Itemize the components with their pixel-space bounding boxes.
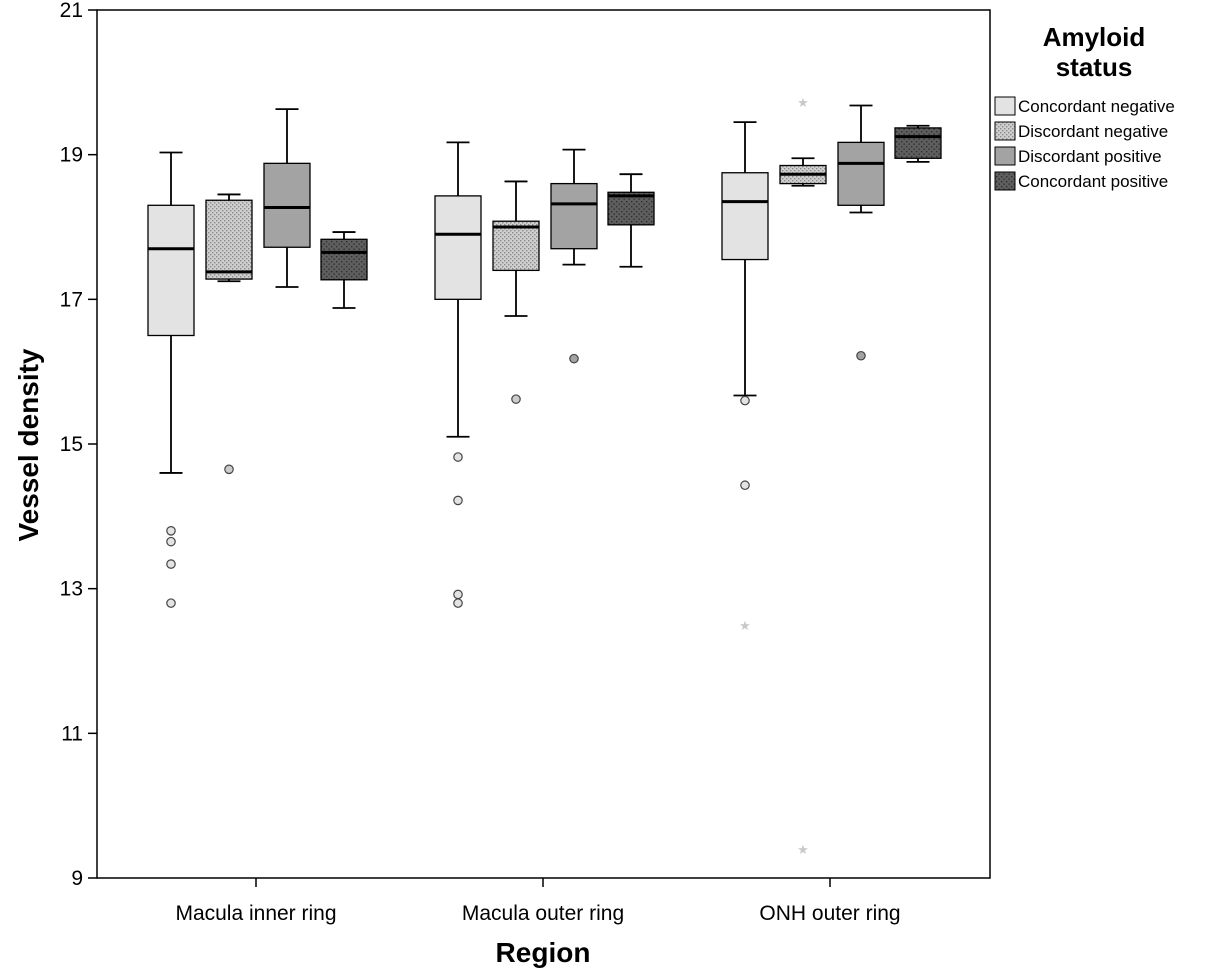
box-concordant-positive-onh-outer-ring (894, 124, 942, 163)
legend: Amyloid status Concordant negative Discor… (994, 22, 1175, 191)
y-tick-label: 13 (60, 578, 83, 601)
y-axis-title: Vessel density (13, 348, 44, 541)
series-concordant-positive (320, 124, 942, 309)
y-tick-label: 19 (60, 144, 83, 167)
extreme-point: ★ (739, 618, 751, 633)
iqr-box (894, 127, 942, 159)
box-concordant-positive-macula-inner-ring (320, 231, 368, 309)
outlier-point (166, 536, 176, 547)
x-axis: Macula inner ring Macula outer ring ONH ou… (175, 878, 901, 925)
series-discordant-positive (263, 104, 885, 364)
legend-label: Discordant negative (1018, 122, 1168, 141)
outlier-point (511, 394, 521, 404)
iqr-box (320, 238, 368, 281)
x-tick-label-macula-outer-ring: Macula outer ring (462, 902, 624, 925)
outlier-point (453, 452, 463, 462)
iqr-box (434, 195, 482, 300)
legend-title-line-1: Amyloid (1043, 22, 1146, 52)
x-tick-label-macula-inner-ring: Macula inner ring (175, 902, 336, 925)
legend-title-line-2: status (1056, 52, 1133, 82)
legend-swatch (994, 171, 1016, 191)
series-discordant-negative: ★★ (205, 95, 827, 857)
legend-label: Discordant positive (1018, 147, 1162, 166)
box-concordant-negative-onh-outer-ring: ★ (721, 121, 769, 633)
legend-item-discordant-negative: Discordant negative (994, 121, 1168, 141)
box-discordant-negative-onh-outer-ring: ★★ (779, 95, 827, 857)
outlier-point (453, 598, 463, 608)
outlier-point (166, 559, 176, 569)
y-tick-label: 15 (60, 433, 83, 456)
box-concordant-positive-macula-outer-ring (607, 173, 655, 268)
iqr-box (550, 182, 598, 250)
legend-label: Concordant positive (1018, 172, 1168, 191)
iqr-box (147, 204, 195, 337)
outlier-point (166, 525, 176, 536)
outlier-point (856, 350, 866, 361)
y-tick-label: 9 (71, 867, 83, 890)
iqr-box (721, 172, 769, 261)
y-axis: 9 11 13 15 17 19 21 (60, 0, 97, 890)
extreme-point: ★ (797, 95, 809, 110)
box-discordant-positive-onh-outer-ring (837, 104, 885, 361)
plot-frame (96, 9, 991, 879)
box-series: ★★★ (147, 95, 942, 857)
box-discordant-positive-macula-outer-ring (550, 148, 598, 364)
y-tick-label: 11 (61, 722, 83, 745)
iqr-box (263, 162, 311, 248)
outlier-point (569, 353, 579, 364)
extreme-point: ★ (797, 842, 809, 857)
outlier-point (740, 395, 750, 406)
box-discordant-negative-macula-inner-ring (205, 193, 253, 475)
x-axis-title: Region (496, 937, 591, 968)
iqr-box (205, 199, 253, 280)
box-concordant-negative-macula-inner-ring (147, 151, 195, 608)
outlier-point (224, 464, 234, 475)
legend-swatch (994, 146, 1016, 166)
outlier-point (453, 589, 463, 600)
y-tick-label: 17 (60, 288, 83, 311)
outlier-point (453, 495, 463, 506)
legend-swatch (994, 96, 1016, 116)
legend-label: Concordant negative (1018, 97, 1175, 116)
outlier-point (740, 480, 750, 491)
outlier-point (166, 598, 176, 608)
y-tick-label: 21 (60, 0, 83, 22)
x-tick-label-onh-outer-ring: ONH outer ring (759, 902, 900, 925)
box-concordant-negative-macula-outer-ring (434, 141, 482, 608)
legend-item-concordant-negative: Concordant negative (994, 96, 1175, 116)
iqr-box (837, 141, 885, 206)
iqr-box (492, 220, 540, 272)
series-concordant-negative: ★ (147, 121, 769, 633)
box-discordant-negative-macula-outer-ring (492, 180, 540, 404)
iqr-box (607, 191, 655, 226)
legend-item-concordant-positive: Concordant positive (994, 171, 1168, 191)
legend-swatch (994, 121, 1016, 141)
legend-item-discordant-positive: Discordant positive (994, 146, 1162, 166)
box-discordant-positive-macula-inner-ring (263, 108, 311, 288)
